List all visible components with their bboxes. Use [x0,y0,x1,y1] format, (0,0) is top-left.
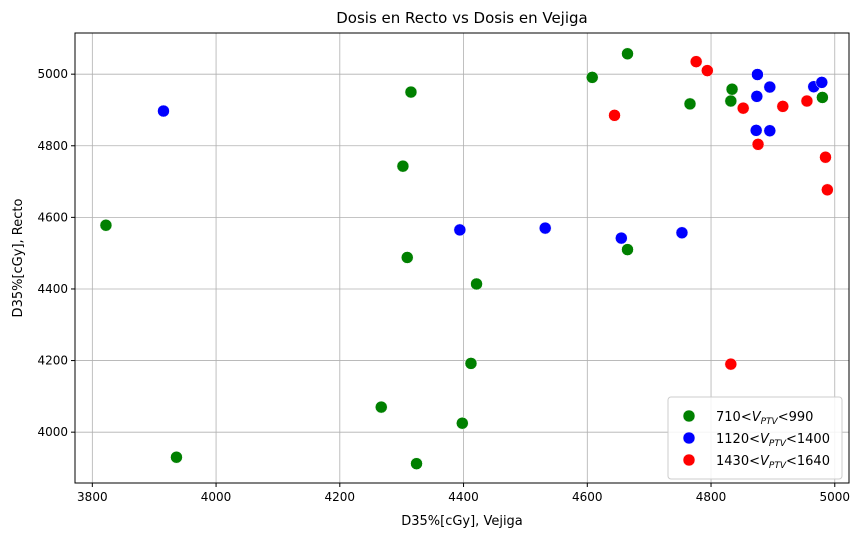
data-point-series-2 [815,76,829,89]
data-point-series-2 [751,68,764,81]
data-point-series-1 [683,97,697,111]
y-tick-label: 5000 [37,67,68,81]
data-points [99,47,834,470]
data-point-series-2 [615,231,628,245]
data-point-series-1 [456,416,469,430]
data-point-series-1 [170,450,183,464]
data-point-series-3 [701,64,714,77]
y-tick-label: 4200 [37,354,68,368]
y-tick-label: 4400 [37,282,68,296]
x-tick-label: 4200 [325,490,356,504]
legend-marker [682,431,696,445]
x-axis-ticks: 3800 4000 4200 4400 4600 4800 5000 [77,483,850,504]
legend-label: 1430<VPTV<1640 [716,454,830,471]
legend-marker [682,453,696,467]
data-point-series-3 [819,150,832,164]
data-point-series-1 [396,159,410,173]
data-point-series-1 [816,91,829,104]
data-point-series-2 [749,124,763,137]
legend-marker [682,409,696,423]
plot-frame [74,32,850,484]
data-point-series-2 [538,221,552,235]
x-tick-label: 5000 [819,490,850,504]
data-point-series-3 [736,101,750,115]
data-point-series-3 [751,138,765,151]
data-point-series-3 [776,100,790,113]
x-axis-label: D35%[cGy], Vejiga [401,514,523,529]
data-point-series-3 [608,109,621,122]
y-tick-label: 4000 [37,425,68,439]
x-tick-label: 3800 [77,490,108,504]
legend-box [667,396,843,480]
y-tick-label: 4600 [37,210,68,224]
data-point-series-1 [410,457,423,470]
data-point-series-2 [750,90,764,103]
data-point-series-3 [724,357,738,371]
chart-title: Dosis en Recto vs Dosis en Vejiga [336,9,587,27]
data-point-series-1 [99,218,113,232]
data-point-series-1 [464,357,478,370]
data-point-series-1 [725,82,739,96]
data-point-series-2 [157,104,170,118]
x-tick-label: 4400 [448,490,479,504]
grid-lines [75,33,849,483]
data-point-series-1 [404,85,418,99]
data-point-series-1 [724,94,738,108]
data-point-series-1 [585,71,599,84]
x-tick-label: 4000 [201,490,232,504]
data-point-series-1 [621,47,634,61]
legend-label: 710<VPTV<990 [716,410,813,427]
data-point-series-2 [453,223,467,237]
data-point-series-1 [621,243,634,256]
data-point-series-3 [821,183,834,197]
data-point-series-3 [689,55,703,68]
data-point-series-1 [375,400,388,414]
legend: 710<VPTV<990 1120<VPTV<1400 1430<VPTV<1640 [667,396,843,480]
data-point-series-1 [400,251,414,264]
y-tick-label: 4800 [37,139,68,153]
y-axis-ticks: 4000 4200 4400 4600 4800 5000 [37,67,75,439]
legend-label: 1120<VPTV<1400 [716,432,830,449]
data-point-series-1 [470,277,483,291]
data-point-series-2 [763,80,777,94]
x-tick-label: 4600 [572,490,603,504]
y-axis-label: D35%[cGy], Recto [11,199,26,318]
data-point-series-2 [675,226,689,240]
data-point-series-3 [800,94,814,108]
x-tick-label: 4800 [696,490,727,504]
data-point-series-2 [763,124,777,137]
